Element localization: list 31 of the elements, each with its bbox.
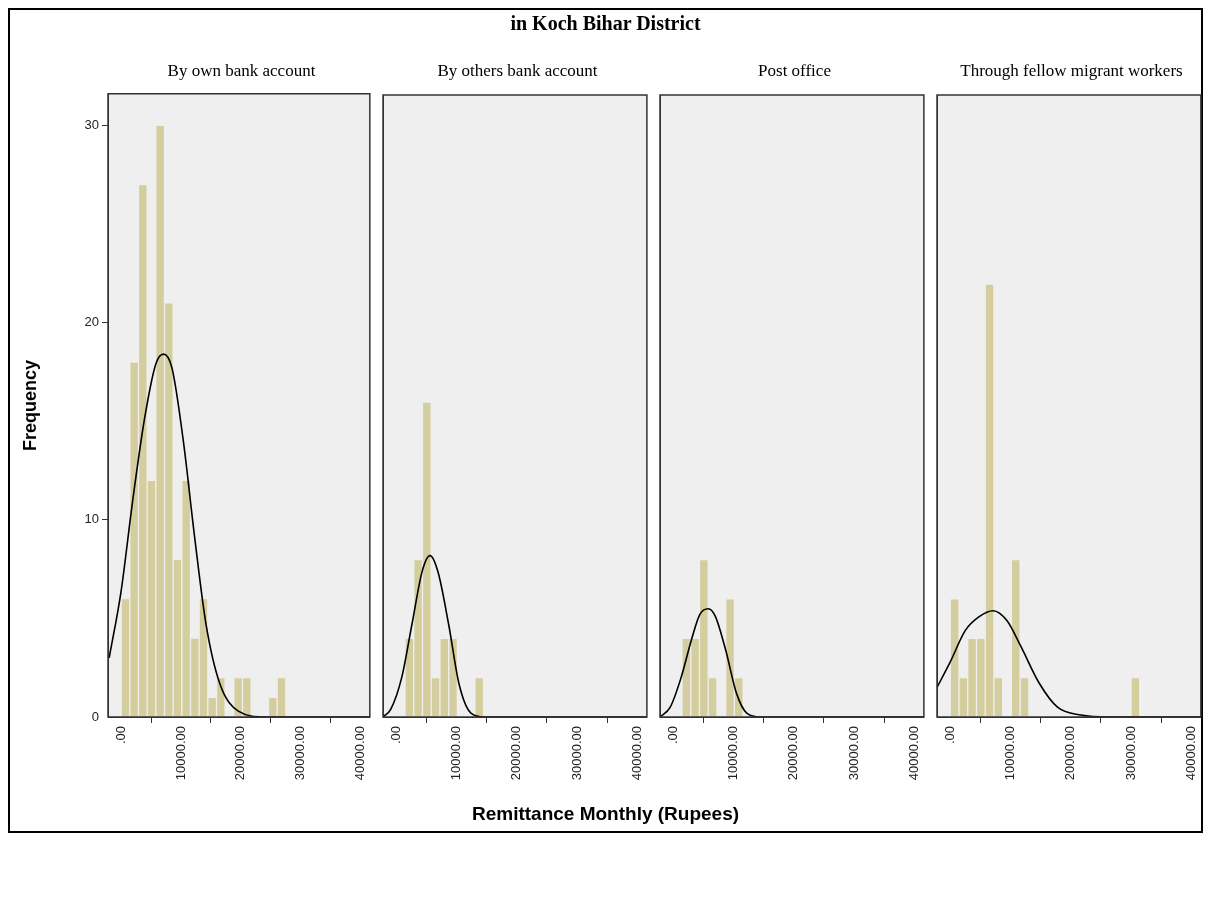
chart-title: Post office <box>757 61 832 82</box>
x-tick-label: .00 <box>387 726 403 745</box>
x-tick-label: 40000.00 <box>351 726 367 781</box>
x-tick-label: 20000.00 <box>508 726 524 781</box>
y-tick-label: 0 <box>91 708 99 724</box>
y-tick-label: 10 <box>84 511 99 527</box>
x-axis-title: Remittance Monthly (Rupees) <box>470 803 741 825</box>
chart-title: By own bank account <box>166 61 317 82</box>
x-tick-label: 10000.00 <box>448 726 464 781</box>
x-tick-label: 30000.00 <box>845 726 861 781</box>
x-tick-label: 20000.00 <box>785 726 801 781</box>
x-tick-label: 40000.00 <box>905 726 921 781</box>
y-tick-label: 30 <box>84 116 99 132</box>
text: in Koch Bihar District <box>509 12 702 35</box>
x-tick-label: 10000.00 <box>172 726 188 781</box>
x-tick-label: .00 <box>664 726 680 745</box>
y-tick-label: 20 <box>84 314 99 330</box>
y-axis-title: Frequency <box>19 359 40 451</box>
x-tick-label: 20000.00 <box>1062 726 1078 781</box>
x-tick-label: .00 <box>941 726 957 745</box>
x-tick-label: 40000.00 <box>1182 726 1198 781</box>
x-tick-label: 30000.00 <box>568 726 584 781</box>
x-tick-label: 10000.00 <box>725 726 741 781</box>
x-tick-label: .00 <box>112 726 128 745</box>
x-tick-label: 10000.00 <box>1002 726 1018 781</box>
x-tick-label: 30000.00 <box>1122 726 1138 781</box>
x-tick-label: 40000.00 <box>628 726 644 781</box>
x-tick-label: 20000.00 <box>232 726 248 781</box>
chart-title: Through fellow migrant workers <box>959 61 1184 82</box>
x-tick-label: 30000.00 <box>292 726 308 781</box>
chart-title: By others bank account <box>436 61 599 82</box>
